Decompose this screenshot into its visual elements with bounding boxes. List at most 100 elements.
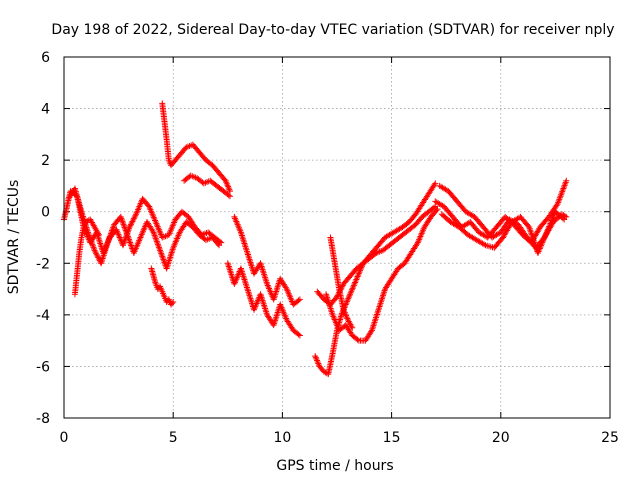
data-point (357, 267, 364, 274)
data-point (537, 244, 544, 251)
data-point (371, 317, 378, 324)
data-point (127, 222, 134, 229)
data-point (224, 182, 231, 189)
data-point (228, 272, 235, 279)
data-point (328, 307, 335, 314)
data-point (128, 219, 135, 226)
series-track-9 (312, 180, 439, 378)
data-point (168, 249, 175, 256)
data-point (262, 274, 269, 281)
series-track-5 (181, 172, 233, 200)
data-point (95, 231, 102, 238)
data-point (312, 354, 319, 361)
data-point (168, 251, 175, 258)
data-point (377, 300, 384, 307)
data-point (352, 279, 359, 286)
data-point (344, 297, 351, 304)
y-axis-label: SDTVAR / TECUs (6, 180, 22, 295)
data-point (349, 324, 356, 331)
data-point (561, 216, 568, 223)
data-point (539, 239, 546, 246)
data-point (222, 177, 229, 184)
data-point (547, 220, 554, 227)
data-point (228, 271, 235, 278)
data-point (245, 290, 252, 297)
data-point (97, 240, 104, 247)
data-point (127, 221, 134, 228)
data-point (242, 245, 249, 252)
data-point (225, 185, 232, 192)
data-point (376, 305, 382, 312)
data-point (223, 179, 230, 186)
data-point (226, 193, 233, 200)
data-point (372, 314, 379, 321)
data-point (355, 272, 362, 279)
data-point (131, 214, 138, 221)
data-point (541, 233, 548, 240)
data-point (296, 296, 303, 303)
data-point (356, 269, 363, 276)
data-point (241, 240, 248, 247)
data-point (352, 277, 359, 284)
data-point (527, 228, 534, 235)
data-point (223, 180, 230, 187)
data-point (167, 252, 174, 259)
data-point (214, 240, 221, 247)
data-point (481, 241, 488, 248)
data-point (216, 242, 223, 249)
data-point (378, 297, 385, 304)
x-tick-label: 0 (60, 430, 69, 446)
data-point (549, 214, 556, 221)
data-point (373, 313, 380, 320)
data-point (227, 269, 234, 276)
data-point (379, 294, 386, 301)
data-point (340, 306, 347, 313)
data-point (244, 249, 251, 256)
data-series (61, 100, 570, 378)
data-point (225, 192, 232, 199)
data-point (538, 241, 545, 248)
series-track-3 (71, 216, 102, 298)
data-point (379, 295, 386, 302)
data-point (93, 250, 100, 257)
data-point (353, 276, 360, 283)
data-point (371, 319, 378, 326)
data-point (262, 307, 269, 314)
data-point (169, 300, 176, 307)
y-tick-label: 2 (41, 153, 50, 169)
y-tick-label: -4 (36, 308, 50, 324)
data-point (345, 295, 352, 302)
data-point (349, 285, 356, 292)
data-point (262, 305, 269, 312)
data-point (545, 224, 552, 231)
series-track-2 (65, 185, 223, 272)
data-point (380, 292, 387, 299)
plot-frame (63, 56, 611, 419)
data-point (341, 308, 348, 315)
data-point (535, 248, 542, 255)
data-point (313, 356, 320, 363)
data-point (167, 254, 174, 261)
data-point (350, 283, 357, 290)
data-point (248, 298, 255, 305)
data-point (346, 292, 353, 299)
data-point (261, 303, 268, 310)
data-point (548, 219, 555, 226)
data-point (241, 278, 248, 285)
data-point (295, 297, 302, 304)
data-point (247, 259, 254, 266)
data-point (97, 242, 104, 249)
data-point (354, 273, 361, 280)
data-point (342, 311, 349, 318)
data-point (130, 217, 137, 224)
data-point (282, 284, 289, 291)
data-point (370, 322, 377, 329)
data-point (548, 217, 555, 224)
data-point (380, 290, 387, 297)
data-point (348, 288, 355, 295)
data-point (343, 312, 350, 319)
data-point (96, 237, 103, 244)
data-point (241, 276, 248, 283)
data-point (166, 255, 173, 262)
data-point (378, 298, 385, 305)
